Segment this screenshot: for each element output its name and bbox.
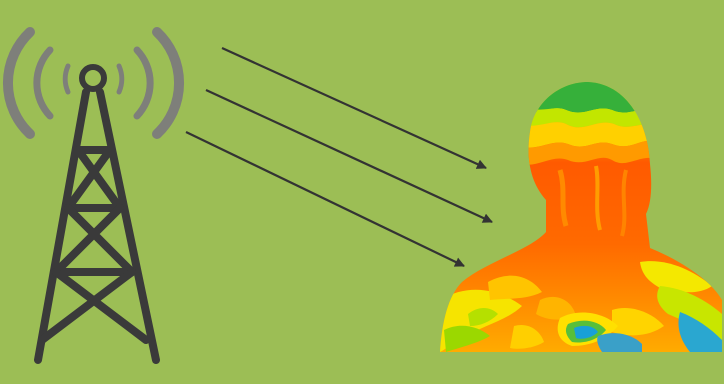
radiation-arrow-2 <box>205 89 493 223</box>
radiation-arrow-3 <box>185 131 465 267</box>
tower-brace-2 <box>52 204 136 276</box>
signal-wave-left-middle <box>33 46 54 120</box>
signal-wave-left-inner <box>62 63 71 95</box>
signal-waves-right <box>116 27 184 139</box>
tower-left-leg <box>34 88 90 364</box>
signal-wave-left-outer <box>3 27 35 139</box>
signal-wave-right-middle <box>133 46 154 120</box>
tower-antenna-ball <box>79 64 107 92</box>
signal-wave-right-inner <box>116 63 125 95</box>
tower-brace-1 <box>64 146 124 212</box>
signal-waves-left <box>3 27 71 139</box>
radiation-arrow-1 <box>221 46 487 170</box>
radio-tower-icon <box>34 64 160 364</box>
tower-right-leg <box>96 88 160 364</box>
human-bust-thermal-icon <box>440 82 722 352</box>
signal-wave-right-outer <box>152 27 184 139</box>
radiation-arrows <box>185 46 493 267</box>
tower-brace-3 <box>38 268 150 344</box>
